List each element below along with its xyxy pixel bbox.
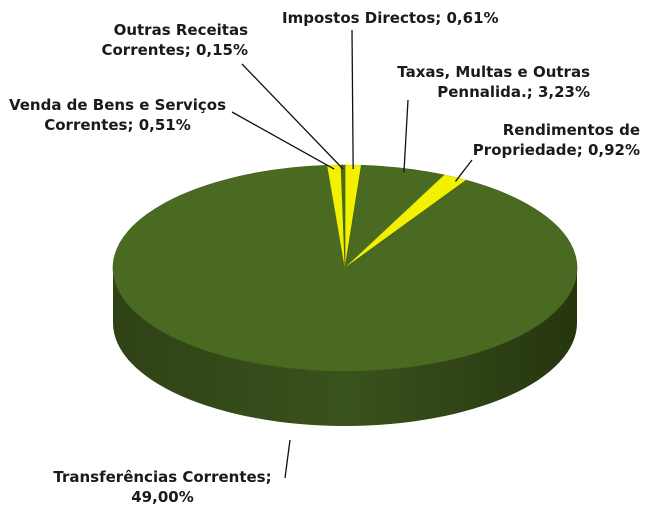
slice-name: Venda de Bens e Serviços Correntes;: [8, 96, 227, 134]
pie-slice: [340, 164, 346, 269]
slice-name: Outras Receitas Correntes;: [101, 21, 248, 59]
slice-name: Rendimentos de Propriedade;: [472, 121, 640, 159]
pie-side: [113, 268, 577, 426]
slice-value: 0,15%: [195, 41, 248, 59]
slice-value: 0,61%: [446, 9, 499, 27]
leader-line: [284, 439, 291, 479]
slice-value: 0,92%: [587, 141, 640, 159]
slice-value: 0,51%: [138, 116, 191, 134]
pie-slice: [112, 164, 578, 372]
slice-value: 49,00%: [131, 488, 194, 506]
leader-line: [231, 111, 335, 170]
slice-name: Impostos Directos;: [282, 9, 442, 27]
leader-line: [241, 63, 344, 170]
slice-label: Impostos Directos; 0,61%: [282, 8, 522, 28]
slice-name: Transferências Correntes;: [53, 468, 272, 486]
slice-label: Venda de Bens e Serviços Correntes; 0,51…: [0, 95, 235, 135]
leader-line: [351, 29, 354, 170]
slice-name: Taxas, Multas e Outras Pennalida.;: [397, 63, 590, 101]
slice-label: Outras Receitas Correntes; 0,15%: [78, 20, 248, 60]
leader-line: [403, 99, 409, 173]
slice-value: 3,23%: [537, 83, 590, 101]
leader-line: [454, 159, 473, 182]
slice-label: Taxas, Multas e Outras Pennalida.; 3,23%: [385, 62, 590, 102]
slice-label: Transferências Correntes; 49,00%: [40, 467, 285, 507]
slice-label: Rendimentos de Propriedade; 0,92%: [470, 120, 640, 160]
